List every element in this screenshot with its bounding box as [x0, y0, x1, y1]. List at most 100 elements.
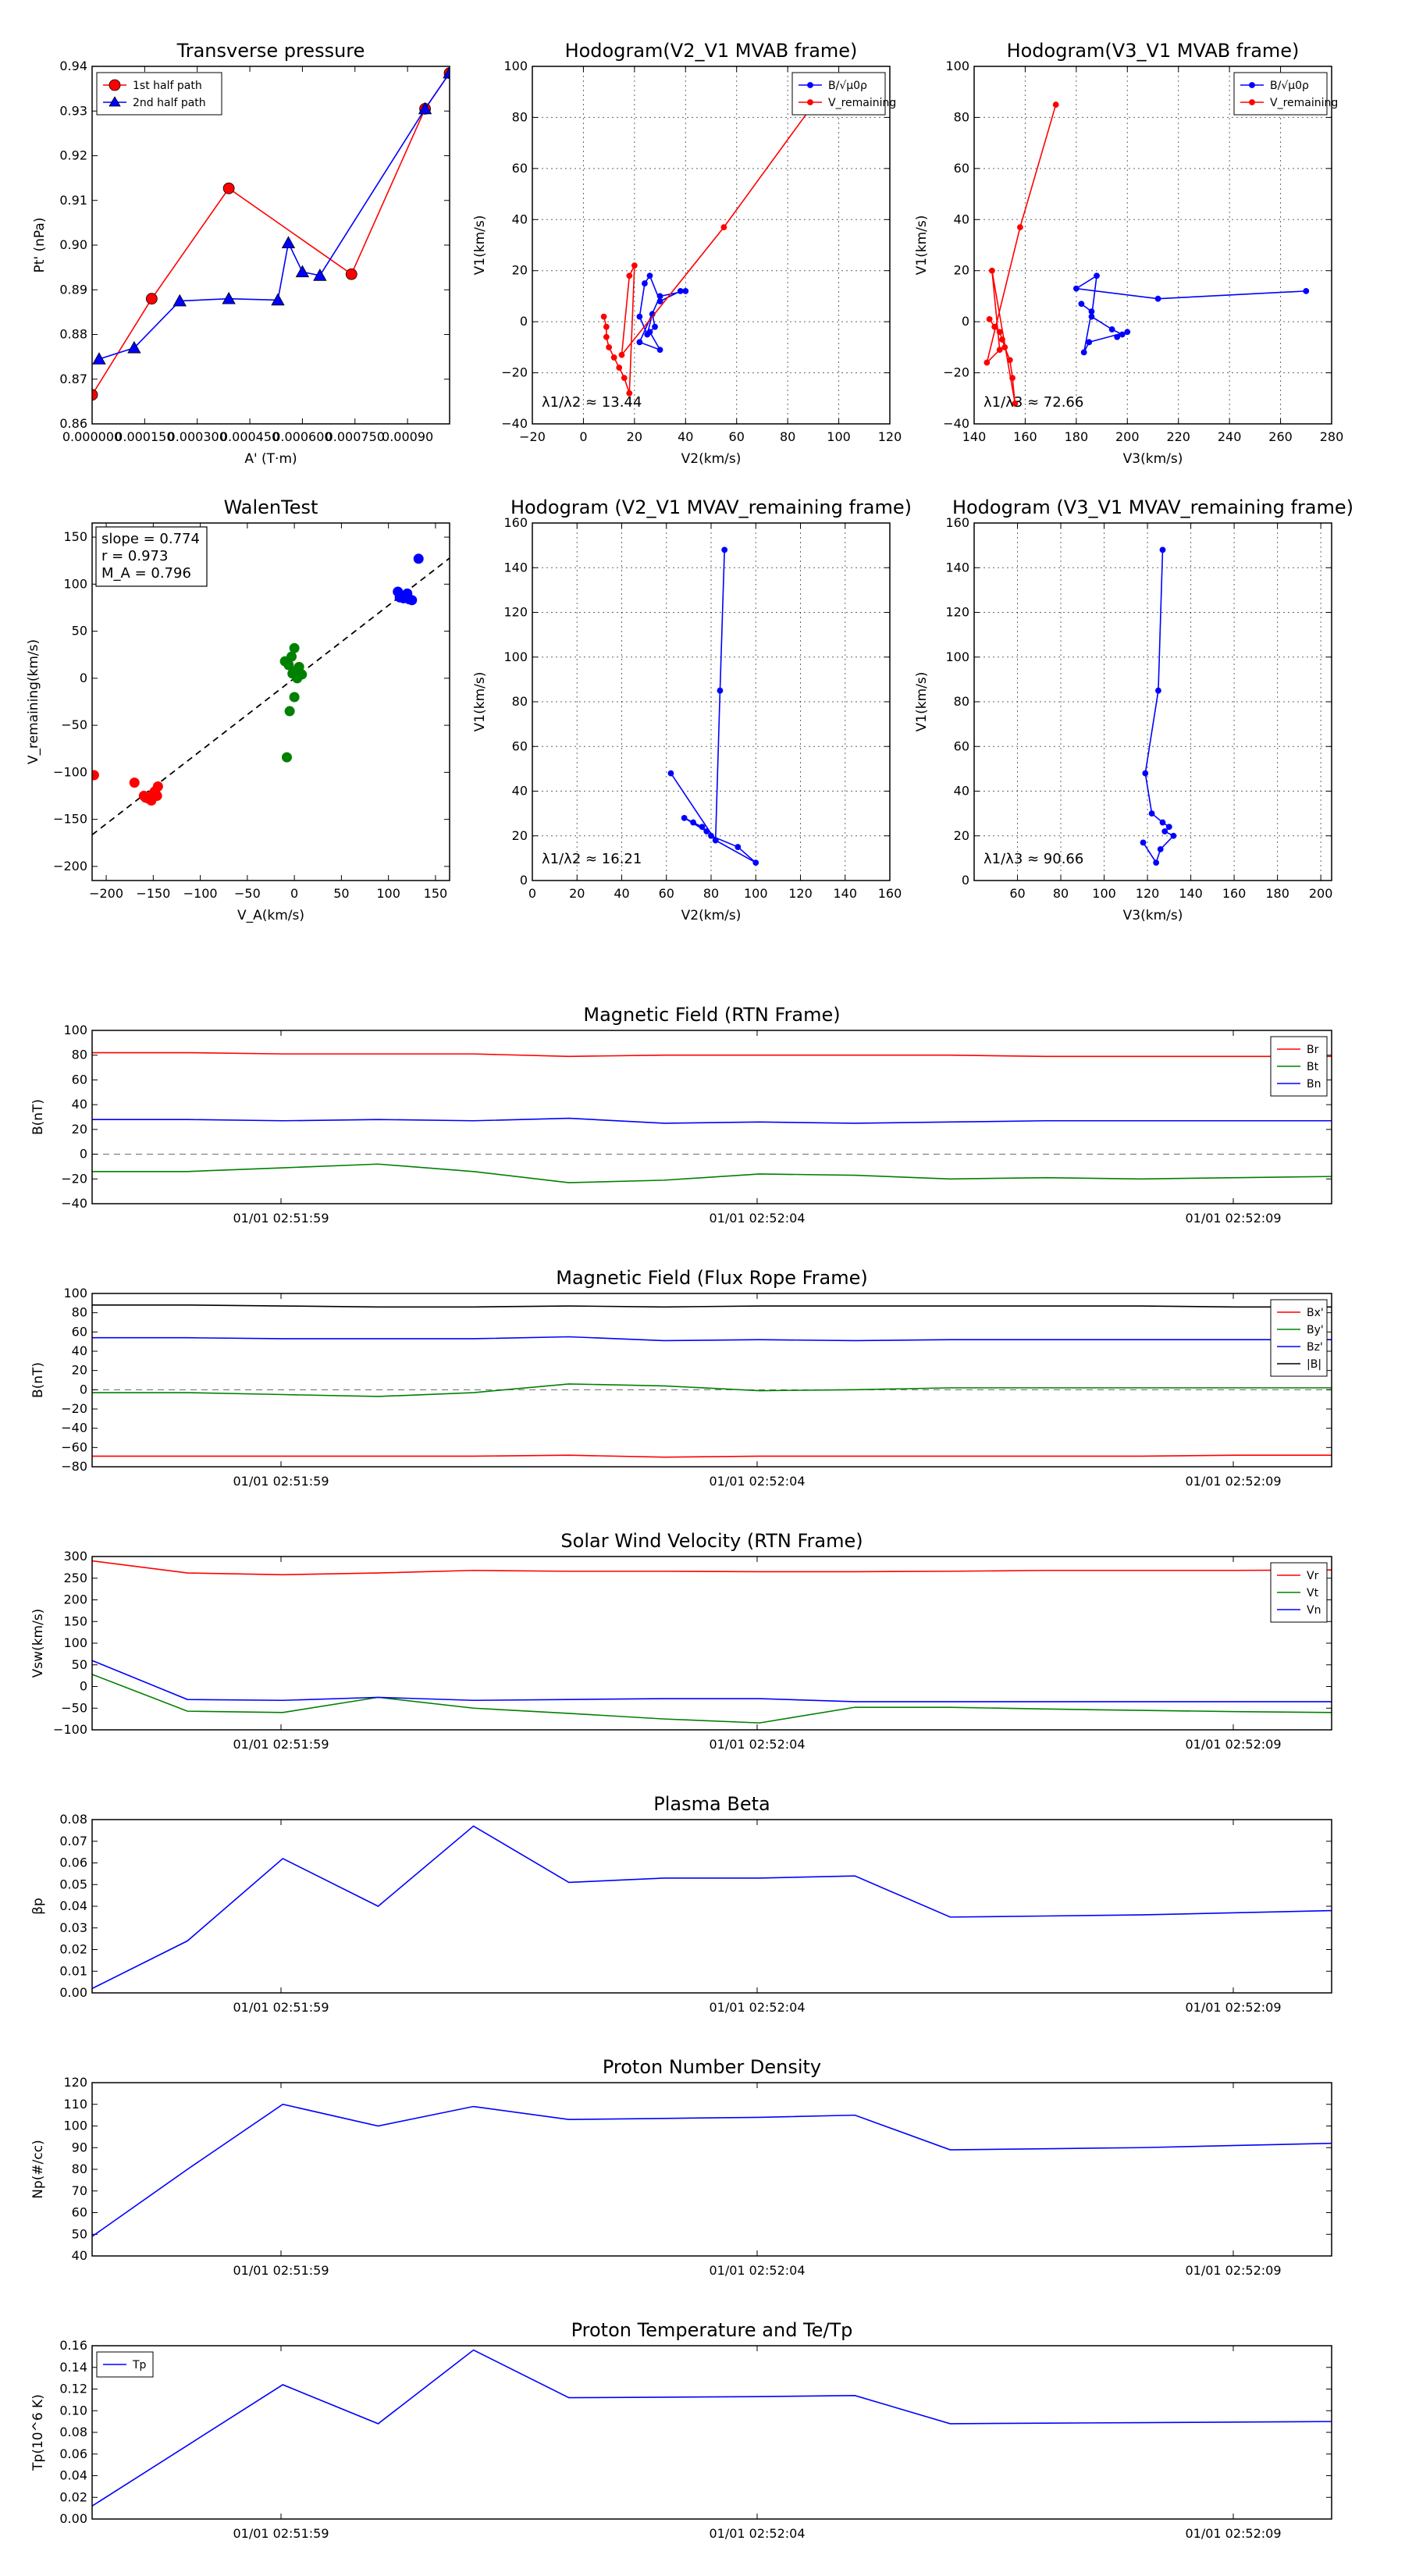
walen-xtick-label: 100 [376, 886, 400, 901]
walen-stat: r = 0.973 [101, 548, 168, 564]
hodo4-ytick-label: 100 [945, 649, 969, 664]
temp-ytick-label: 0.06 [59, 2446, 87, 2461]
hodo4-ytick-label: 160 [945, 515, 969, 530]
tp-xtick-label: 0.00090 [382, 429, 433, 444]
vsw-ytick-label: 150 [63, 1614, 87, 1628]
density-ytick-label: 60 [72, 2205, 87, 2220]
beta-ylabel: βp [30, 1898, 46, 1915]
hodo1-ytick-label: 40 [512, 212, 528, 226]
hodo2-ytick-label: 80 [954, 109, 969, 124]
vsw-ytick-label: 200 [63, 1592, 87, 1607]
tp-point [313, 269, 327, 281]
tp-title: Transverse pressure [176, 40, 365, 62]
hodo1-series-line [603, 104, 814, 393]
hodo3-ytick-label: 160 [503, 515, 528, 530]
temp-xtick-label: 01/01 02:52:04 [709, 2526, 805, 2541]
hodo4-ytick-label: 140 [945, 560, 969, 575]
hodo1-ytick-label: −20 [501, 365, 528, 380]
walen-stat: M_A = 0.796 [101, 565, 191, 582]
hodo3-point [717, 687, 724, 694]
bfield-legend-label: Bt [1307, 1061, 1319, 1073]
hodo1-legend-marker [807, 82, 813, 88]
hodo3-ytick-label: 40 [512, 784, 528, 799]
tp-xtick-label: 0.000750 [325, 429, 385, 444]
vsw-xtick-label: 01/01 02:52:09 [1185, 1737, 1281, 1752]
beta-frame [91, 1819, 1332, 1994]
vsw-ytick-label: −50 [61, 1700, 87, 1715]
bflux-plot [92, 1304, 1332, 1458]
hodo1-legend: B/√μ0ρ V_remaining [791, 72, 896, 116]
hodo4-point [1170, 832, 1177, 839]
hodo2-point [991, 323, 998, 330]
hodo1-xtick-label: 80 [780, 429, 795, 444]
hodo3-title: Hodogram (V2_V1 MVAV_remaining frame) [510, 496, 912, 518]
bflux-legend-label: Bx' [1307, 1307, 1324, 1319]
vsw-ytick-label: 50 [72, 1657, 87, 1672]
hodo4-ylabel: V1(km/s) [914, 672, 930, 732]
hodo2-point [1016, 224, 1023, 231]
hodo4-axes: Hodogram (V3_V1 MVAV_remaining frame) 0 20… [914, 496, 1353, 923]
bfield-plot [92, 1051, 1332, 1183]
temp-ytick-label: 0.04 [59, 2468, 87, 2483]
hodo1-legend-label: V_remaining [828, 97, 896, 109]
temp-frame [91, 2345, 1332, 2520]
hodo3-ytick-label: 80 [512, 694, 528, 709]
tp-ytick-label: 0.86 [59, 416, 87, 431]
hodo1-point [621, 375, 628, 382]
tp-ytick-label: 0.88 [59, 327, 87, 342]
hodo1-ytick-label: 100 [503, 59, 528, 73]
walen-stat: slope = 0.774 [101, 531, 200, 547]
beta-title: Plasma Beta [653, 1793, 770, 1815]
beta-xtick-label: 01/01 02:52:04 [709, 2000, 805, 2015]
density-frame [91, 2082, 1332, 2257]
hodo3-point [712, 837, 719, 844]
hodo1-point [618, 351, 625, 358]
bflux-ytick-label: −60 [61, 1439, 87, 1454]
beta-ytick-label: 0.03 [59, 1920, 87, 1935]
density-xtick-label: 01/01 02:52:04 [709, 2263, 805, 2278]
beta-ytick-label: 0.06 [59, 1856, 87, 1870]
hodo4-plot [1140, 546, 1177, 866]
hodo1-xtick-label: 40 [678, 429, 693, 444]
walen-point [92, 770, 99, 781]
hodo4-xtick-label: 120 [1136, 886, 1160, 901]
bflux-legend: Bx' By' Bz' |B| [1270, 1299, 1328, 1377]
hodo2-xtick-label: 220 [1166, 429, 1190, 444]
bflux-ytick-label: −20 [61, 1401, 87, 1416]
walen-point [286, 651, 297, 662]
bfield-ytick-label: 80 [72, 1048, 87, 1062]
hodo2-series-line [1074, 274, 1307, 353]
hodo2-series-line [985, 104, 1057, 404]
bfield-legend-label: Bn [1307, 1078, 1321, 1091]
hodo1-ytick-label: 80 [512, 109, 528, 124]
density-ylabel: Np(#/cc) [30, 2140, 46, 2198]
vsw-series-line [92, 1660, 1332, 1703]
hodo1-point [677, 287, 684, 294]
beta-ytick-label: 0.00 [59, 1985, 87, 2000]
walen-title: WalenTest [224, 496, 318, 518]
tp-legend-box [96, 72, 222, 116]
hodo2-point [1154, 295, 1161, 302]
hodo4-ytick-label: 120 [945, 605, 969, 620]
hodo2-point [996, 347, 1003, 354]
temp-xtick-label: 01/01 02:52:09 [1185, 2526, 1281, 2541]
hodo1-ytick-label: 20 [512, 263, 528, 278]
hodo3-xtick-label: 120 [788, 886, 813, 901]
bfield-ytick-label: 0 [80, 1147, 87, 1162]
hodo2-point [1124, 329, 1131, 336]
bfield-ylabel: B(nT) [30, 1099, 46, 1135]
temp-axes: Proton Temperature and Te/Tp 0.00 0.02 0.04… [30, 2319, 1332, 2541]
walen-ylabel: V_remaining(km/s) [26, 639, 41, 764]
walen-point [289, 642, 300, 653]
hodo2-plot [984, 101, 1310, 407]
bfield-xtick-label: 01/01 02:52:04 [709, 1211, 805, 1226]
tp-point [271, 293, 285, 306]
hodo2-xtick-label: 240 [1218, 429, 1242, 444]
bfield-ytick-label: 20 [72, 1122, 87, 1137]
walen-point [287, 668, 298, 679]
hodo1-xtick-label: −20 [519, 429, 546, 444]
hodo1-xtick-label: 0 [579, 429, 587, 444]
walen-point [149, 787, 160, 798]
